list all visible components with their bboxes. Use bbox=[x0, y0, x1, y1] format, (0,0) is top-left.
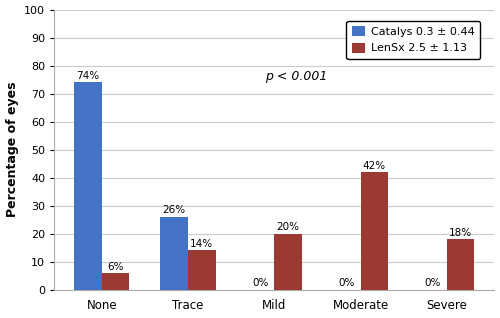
Y-axis label: Percentage of eyes: Percentage of eyes bbox=[6, 82, 18, 218]
Bar bbox=[74, 82, 102, 290]
Text: 18%: 18% bbox=[449, 228, 472, 238]
Bar bbox=[274, 234, 302, 290]
Bar bbox=[447, 239, 474, 290]
Text: 6%: 6% bbox=[108, 261, 124, 272]
Text: 0%: 0% bbox=[252, 278, 268, 288]
Text: 14%: 14% bbox=[190, 239, 214, 249]
Text: 74%: 74% bbox=[76, 71, 100, 81]
Bar bbox=[188, 251, 216, 290]
Text: p < 0.001: p < 0.001 bbox=[265, 70, 328, 83]
Bar bbox=[360, 172, 388, 290]
Legend: Catalys 0.3 ± 0.44, LenSx 2.5 ± 1.13: Catalys 0.3 ± 0.44, LenSx 2.5 ± 1.13 bbox=[346, 21, 480, 59]
Text: 26%: 26% bbox=[162, 205, 186, 216]
Text: 20%: 20% bbox=[276, 222, 299, 232]
Bar bbox=[102, 273, 130, 290]
Text: 0%: 0% bbox=[425, 278, 441, 288]
Text: 42%: 42% bbox=[363, 161, 386, 171]
Bar bbox=[160, 217, 188, 290]
Text: 0%: 0% bbox=[338, 278, 355, 288]
